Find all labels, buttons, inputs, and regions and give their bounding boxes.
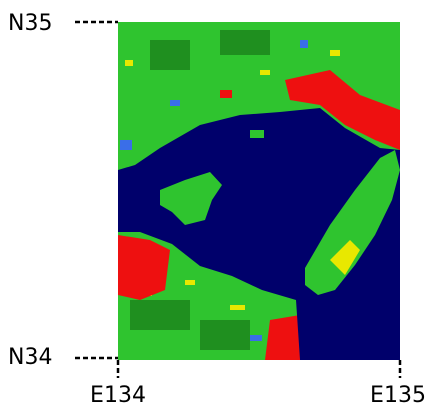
latitude-label: N34 xyxy=(8,345,52,370)
map-figure: N35 N34 E134 E135 xyxy=(0,0,432,410)
longitude-label: E134 xyxy=(90,383,146,408)
longitude-label: E135 xyxy=(370,383,426,408)
land-cover-map xyxy=(118,22,400,360)
island xyxy=(250,130,264,138)
latitude-label: N35 xyxy=(8,11,52,36)
